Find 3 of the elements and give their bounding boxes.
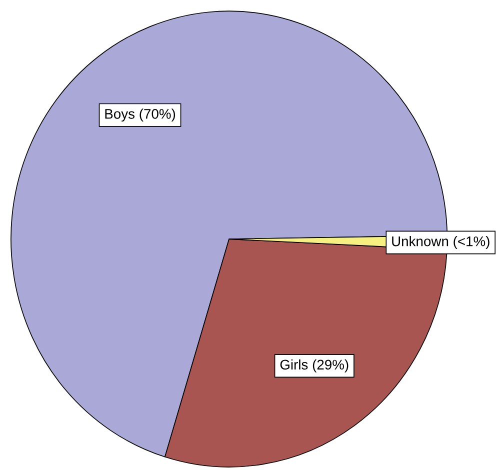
slice-label: Boys (70%) xyxy=(105,108,176,122)
slice-label: Girls (29%) xyxy=(280,359,348,372)
slice-label: Unknown (<1%) xyxy=(392,236,490,249)
